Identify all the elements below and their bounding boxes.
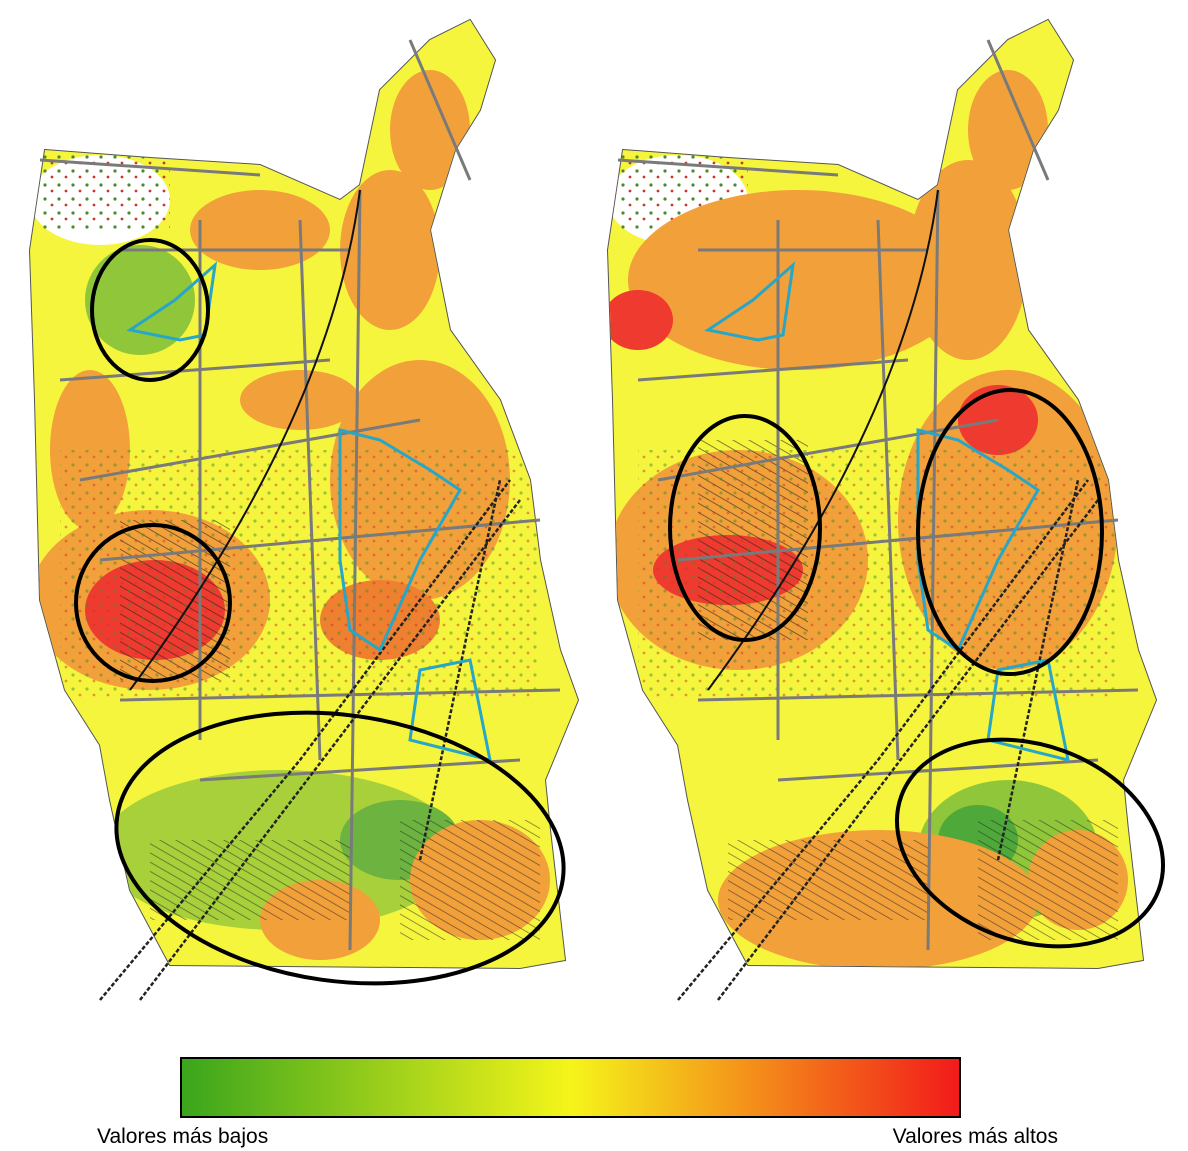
map-left [28,18,580,1001]
highlight-zone [916,388,1104,676]
highlight-zone [894,737,1166,949]
railway [99,479,521,1001]
highlight-zone [74,523,232,683]
district-boundary [704,261,1070,763]
highlight-zone [668,414,822,642]
legend-low-label: Valores más bajos [97,1125,268,1148]
color-scale-bar [180,1057,961,1118]
legend: Valores más bajos Valores más altos [97,1057,1058,1148]
highlight-zone [90,238,210,382]
roads [617,39,1139,951]
railway [677,479,1099,1001]
map-right [606,18,1166,1001]
highlight-zone [114,710,566,986]
legend-high-label: Valores más altos [893,1125,1058,1148]
roads [39,39,561,951]
